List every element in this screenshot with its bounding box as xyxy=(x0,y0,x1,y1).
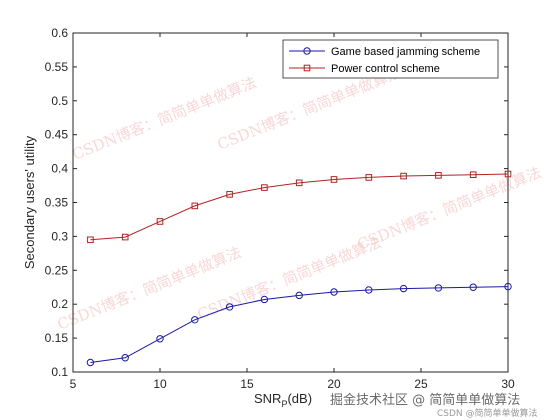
legend-marker-game xyxy=(303,47,311,55)
data-point-game xyxy=(121,354,129,362)
data-point-power xyxy=(261,184,268,191)
x-axis-label-main: SNR xyxy=(254,391,281,406)
data-point-game xyxy=(295,291,303,300)
data-point-power xyxy=(469,171,477,179)
footer-watermark: 掘金技术社区 @ 简简单单做算法 xyxy=(330,392,520,408)
y-tick-label: 0.45 xyxy=(45,128,69,142)
series-line-power xyxy=(90,173,509,241)
data-point-game xyxy=(365,286,373,294)
watermark-text: CSDN博客：简简单单做算法 xyxy=(70,73,259,163)
y-tick-label: 0.15 xyxy=(45,331,69,345)
y-axis-label: Secondary users' utility xyxy=(22,135,37,269)
y-tick-label: 0.6 xyxy=(51,26,68,40)
data-point-power xyxy=(295,179,303,187)
series-line-game xyxy=(90,286,509,364)
data-point-power xyxy=(365,174,373,181)
data-point-power xyxy=(435,172,442,179)
data-point-game xyxy=(225,303,234,311)
series-layer xyxy=(86,170,512,367)
x-tick-label: 15 xyxy=(240,377,254,391)
x-tick-label: 5 xyxy=(70,377,77,391)
data-point-game xyxy=(260,295,269,304)
legend-entry-power: Power control scheme xyxy=(331,63,440,75)
x-axis-label-tail: (dB) xyxy=(287,391,312,406)
watermark-text: CSDN博客：简简单单做算法 xyxy=(195,233,384,323)
y-tick-label: 0.1 xyxy=(51,365,68,379)
axis-ticks: 5 10 15 20 25 30 0.1 0.15 0.2 0.25 0.3 0.35 0.4 0.45 0… xyxy=(45,26,515,391)
data-point-game xyxy=(434,284,443,292)
watermark-layer: CSDN博客：简简单单做算法CSDN博客：简简单单做算法CSDN博客：简简单单做… xyxy=(55,63,544,333)
y-tick-label: 0.25 xyxy=(45,263,69,277)
data-point-game xyxy=(399,284,408,293)
data-point-game xyxy=(191,316,199,324)
data-point-power xyxy=(330,176,338,183)
data-point-game xyxy=(156,335,164,343)
x-tick-label: 25 xyxy=(414,377,428,391)
legend-box xyxy=(282,39,499,79)
data-point-power xyxy=(226,191,233,198)
data-point-game xyxy=(86,358,95,367)
y-tick-label: 0.35 xyxy=(45,196,69,210)
x-tick-label: 10 xyxy=(153,377,167,391)
data-point-power xyxy=(191,202,199,210)
y-tick-label: 0.55 xyxy=(45,60,69,74)
watermark-text: CSDN博客：简简单单做算法 xyxy=(55,243,244,333)
x-tick-label: 30 xyxy=(501,377,515,391)
legend: Game based jamming scheme Power control … xyxy=(282,39,499,79)
data-point-power xyxy=(504,170,512,178)
legend-marker-power xyxy=(303,64,311,72)
data-point-game xyxy=(504,282,512,291)
y-tick-label: 0.3 xyxy=(51,229,68,243)
y-tick-label: 0.2 xyxy=(51,297,68,311)
data-point-power xyxy=(121,233,129,241)
footer-sub-watermark: CSDN @简简单单做算法 xyxy=(437,407,538,419)
data-point-power xyxy=(156,218,164,225)
legend-entry-game: Game based jamming scheme xyxy=(331,46,480,58)
y-tick-label: 0.5 xyxy=(51,94,68,108)
data-point-power xyxy=(87,236,94,244)
data-point-game xyxy=(330,288,338,296)
x-axis-label: SNRP(dB) xyxy=(254,391,312,409)
y-tick-label: 0.4 xyxy=(51,162,68,176)
data-point-power xyxy=(400,172,407,180)
data-point-game xyxy=(469,283,477,291)
x-tick-label: 20 xyxy=(327,377,341,391)
x-axis-label-sub: P xyxy=(281,399,287,409)
